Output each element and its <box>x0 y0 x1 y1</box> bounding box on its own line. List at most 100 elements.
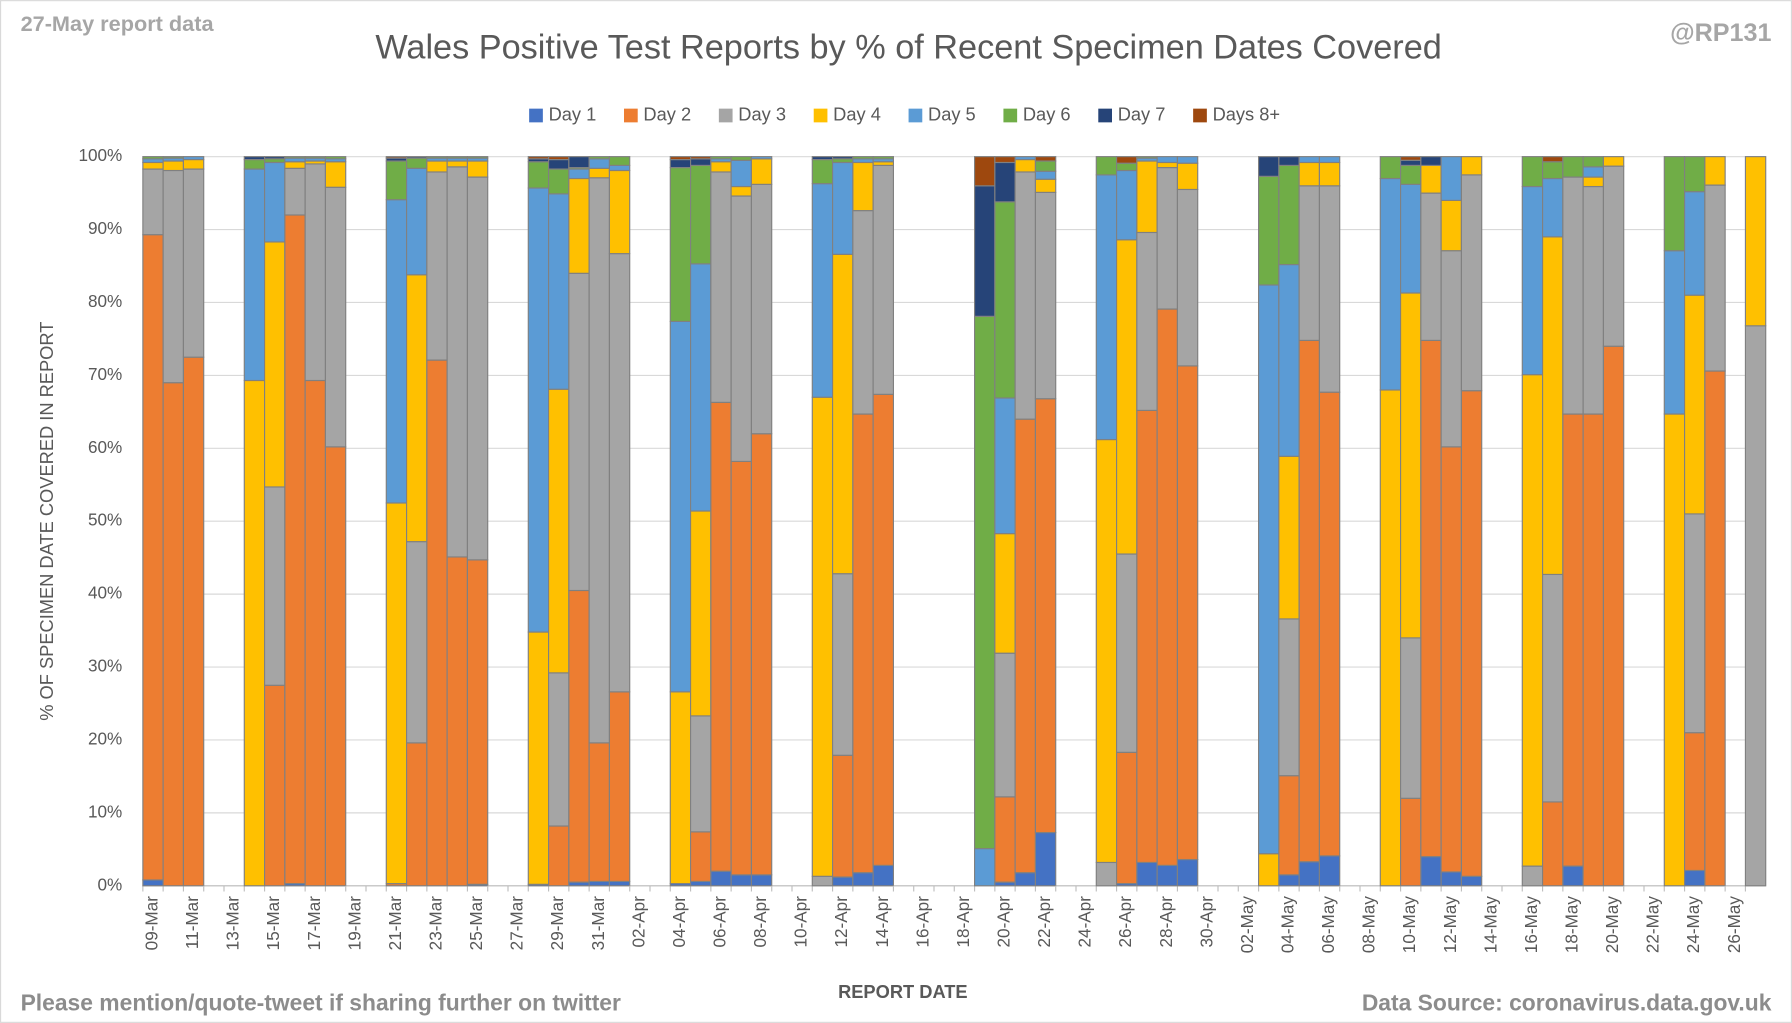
bar-segment <box>994 652 1016 798</box>
x-tick-label: 29-Mar <box>547 896 567 951</box>
bar-segment <box>669 156 692 161</box>
bar-segment <box>730 159 752 188</box>
bar-segment <box>1399 637 1422 799</box>
bar-segment <box>142 168 164 236</box>
legend-swatch <box>1193 108 1207 123</box>
legend-label: Day 6 <box>1023 103 1071 124</box>
bar-segment <box>304 156 326 159</box>
bar-segment <box>1379 177 1402 391</box>
bar-segment <box>182 356 205 887</box>
y-tick-label: 60% <box>88 437 122 457</box>
bar-segment <box>750 156 773 160</box>
bar-segment <box>548 193 570 390</box>
y-tick-label: 40% <box>88 583 122 603</box>
bar-segment <box>1541 236 1564 576</box>
bar-segment <box>730 460 752 876</box>
bar-segment <box>690 510 712 717</box>
bar-segment <box>466 559 489 885</box>
bar-segment <box>811 158 834 185</box>
y-tick-label: 90% <box>88 218 122 238</box>
bar-segment <box>832 156 854 160</box>
x-tick-label: 22-Apr <box>1034 896 1054 948</box>
bar-segment <box>182 158 205 170</box>
report-note: 27-May report data <box>21 11 215 36</box>
x-tick-label: 18-Apr <box>953 896 973 948</box>
bar-segment <box>750 183 773 435</box>
bar-segment <box>466 176 489 561</box>
bar-segment <box>1115 239 1138 555</box>
x-tick-label: 26-Apr <box>1115 896 1135 948</box>
bar-segment <box>1257 853 1280 887</box>
bar-segment <box>811 183 834 398</box>
bar-segment <box>1521 865 1544 887</box>
bar-segment <box>142 161 164 170</box>
bar-segment <box>1440 250 1462 448</box>
x-tick-label: 17-Mar <box>304 896 324 951</box>
bar-segment <box>1663 413 1686 887</box>
chart-title: Wales Positive Test Reports by % of Rece… <box>375 28 1442 66</box>
bar-segment <box>385 160 408 201</box>
bar-segment <box>1663 250 1686 415</box>
bar-segment <box>1399 159 1422 166</box>
legend-label: Day 3 <box>738 103 786 124</box>
bar-segment <box>1156 156 1178 164</box>
bar-segment <box>264 156 286 160</box>
bar-segment <box>974 185 996 317</box>
bar-segment <box>1460 174 1483 392</box>
bar-segment <box>162 382 184 887</box>
bar-segment <box>730 195 752 462</box>
bar-segment <box>405 742 428 887</box>
bar-segment <box>710 171 732 403</box>
legend-label: Day 5 <box>928 103 976 124</box>
bar-segment <box>1176 858 1199 887</box>
bar-segment <box>142 234 164 881</box>
bar-segment <box>608 169 631 255</box>
bar-segment <box>1562 176 1584 415</box>
bar-segment <box>852 872 874 887</box>
bar-segment <box>1521 374 1544 867</box>
x-tick-label: 11-Mar <box>182 896 202 949</box>
bar-segment <box>710 401 732 872</box>
bar-segment <box>264 161 286 243</box>
bar-segment <box>446 556 468 887</box>
bar-segment <box>1095 861 1118 887</box>
bar-segment <box>1278 874 1300 887</box>
bar-segment <box>730 156 752 161</box>
bar-segment <box>1136 861 1158 887</box>
bar-segment <box>1399 183 1422 294</box>
bar-segment <box>527 631 550 885</box>
bar-segment <box>243 168 266 382</box>
bar-segment <box>1420 856 1442 887</box>
bar-segment <box>1704 184 1726 372</box>
bar-segment <box>548 158 570 170</box>
bar-segment <box>1034 160 1057 172</box>
bar-segment <box>446 166 468 558</box>
bar-segment <box>1683 732 1706 872</box>
bar-segment <box>1440 156 1462 201</box>
bar-segment <box>852 156 874 160</box>
bar-segment <box>872 393 894 866</box>
bar-segment <box>1034 191 1057 400</box>
bar-segment <box>872 864 894 887</box>
bar-segment <box>872 156 894 160</box>
x-tick-label: 02-Apr <box>628 896 648 948</box>
legend-label: Days 8+ <box>1213 103 1281 124</box>
bar-segment <box>588 158 610 169</box>
bar-segment <box>974 848 996 887</box>
bar-segment <box>1683 513 1706 734</box>
bar-segment <box>608 156 631 166</box>
bar-segment <box>1541 573 1564 803</box>
bar-segment <box>548 168 570 195</box>
bar-segment <box>284 156 306 159</box>
bar-segment <box>1095 174 1118 441</box>
bar-segment <box>1521 156 1544 188</box>
bar-segment <box>1278 156 1300 166</box>
bar-segment <box>1115 156 1138 164</box>
bar-segment <box>426 171 448 361</box>
x-tick-label: 31-Mar <box>588 896 608 951</box>
bar-segment <box>811 875 834 887</box>
x-tick-label: 28-Apr <box>1156 896 1176 948</box>
bar-segment <box>832 876 854 887</box>
bar-segment <box>1440 446 1462 873</box>
bar-segment <box>405 541 428 744</box>
